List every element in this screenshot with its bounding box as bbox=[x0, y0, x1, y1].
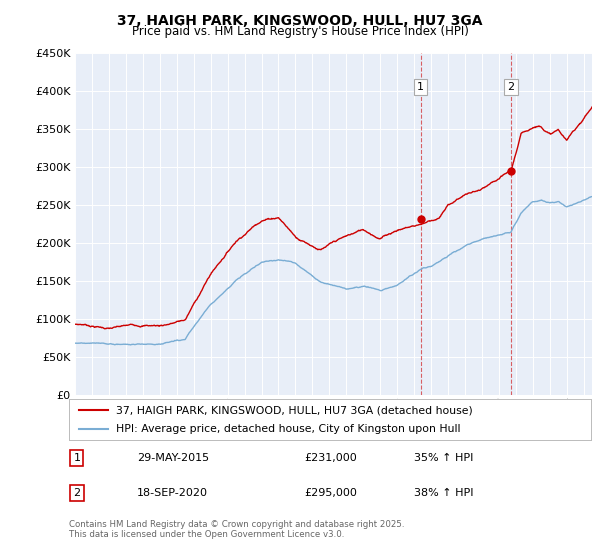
Text: 2: 2 bbox=[73, 488, 80, 498]
Text: £231,000: £231,000 bbox=[304, 453, 356, 463]
Text: Contains HM Land Registry data © Crown copyright and database right 2025.
This d: Contains HM Land Registry data © Crown c… bbox=[69, 520, 404, 539]
Text: Price paid vs. HM Land Registry's House Price Index (HPI): Price paid vs. HM Land Registry's House … bbox=[131, 25, 469, 38]
Text: £295,000: £295,000 bbox=[304, 488, 357, 498]
Text: 18-SEP-2020: 18-SEP-2020 bbox=[137, 488, 208, 498]
Text: 2: 2 bbox=[508, 82, 515, 92]
Text: 1: 1 bbox=[417, 82, 424, 92]
Text: HPI: Average price, detached house, City of Kingston upon Hull: HPI: Average price, detached house, City… bbox=[116, 424, 460, 433]
Text: 38% ↑ HPI: 38% ↑ HPI bbox=[413, 488, 473, 498]
Text: 29-MAY-2015: 29-MAY-2015 bbox=[137, 453, 209, 463]
Text: 37, HAIGH PARK, KINGSWOOD, HULL, HU7 3GA (detached house): 37, HAIGH PARK, KINGSWOOD, HULL, HU7 3GA… bbox=[116, 405, 473, 415]
Text: 37, HAIGH PARK, KINGSWOOD, HULL, HU7 3GA: 37, HAIGH PARK, KINGSWOOD, HULL, HU7 3GA bbox=[117, 14, 483, 28]
Text: 1: 1 bbox=[73, 453, 80, 463]
Text: 35% ↑ HPI: 35% ↑ HPI bbox=[413, 453, 473, 463]
